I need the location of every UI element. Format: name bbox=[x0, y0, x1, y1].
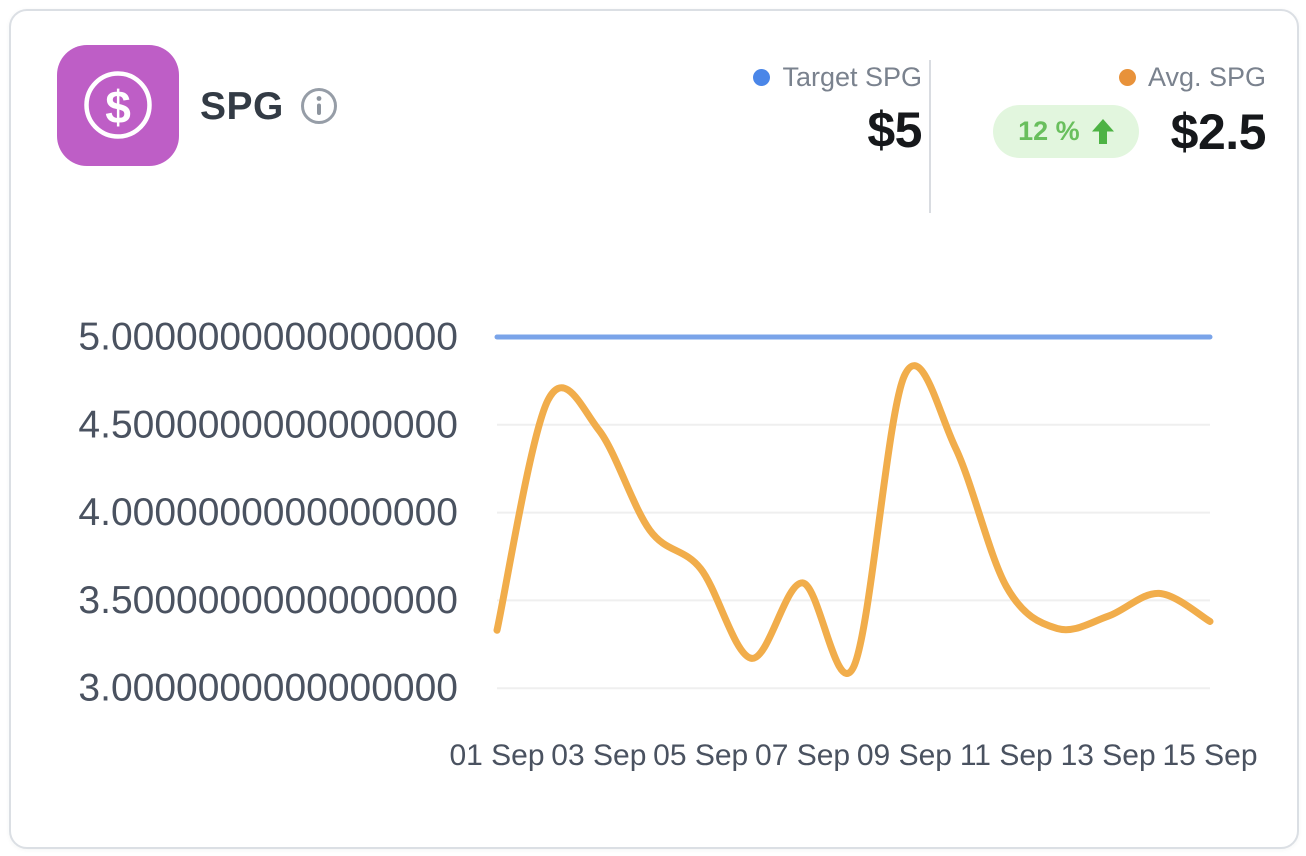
card-title: SPG bbox=[200, 84, 284, 128]
x-axis-label: 09 Sep bbox=[857, 739, 952, 772]
x-axis-label: 13 Sep bbox=[1061, 739, 1156, 772]
avg-spg-legend-label: Avg. SPG bbox=[1147, 62, 1266, 92]
avg-spg-value: $2.5 bbox=[1170, 103, 1267, 160]
target-spg-stat: Target SPG $5 bbox=[753, 64, 922, 155]
y-axis-label: 4.0000000000000000 bbox=[78, 491, 458, 534]
y-axis-label: 3.0000000000000000 bbox=[78, 667, 458, 710]
target-spg-value: $5 bbox=[867, 102, 922, 158]
change-badge: 12 % bbox=[993, 105, 1139, 158]
svg-text:$: $ bbox=[105, 81, 131, 133]
y-axis-label: 4.5000000000000000 bbox=[78, 403, 458, 446]
avg-spg-stat: Avg. SPG 12 % $2.5 bbox=[993, 62, 1267, 160]
stats-divider bbox=[929, 60, 931, 213]
x-axis-label: 07 Sep bbox=[755, 739, 850, 772]
avg-spg-line bbox=[493, 362, 1214, 677]
target-spg-legend-dot bbox=[753, 69, 771, 86]
spg-metric-icon: $ bbox=[57, 45, 179, 166]
x-axis-label: 01 Sep bbox=[449, 739, 544, 772]
target-spg-legend-label: Target SPG bbox=[782, 62, 922, 92]
x-axis-label: 05 Sep bbox=[653, 739, 748, 772]
x-axis-label: 03 Sep bbox=[551, 739, 646, 772]
avg-spg-legend-dot bbox=[1118, 69, 1136, 86]
x-axis-label: 11 Sep bbox=[960, 739, 1053, 772]
up-arrow-icon bbox=[1091, 119, 1114, 144]
y-axis-label: 5.0000000000000000 bbox=[78, 316, 458, 359]
info-icon[interactable] bbox=[300, 87, 338, 125]
x-axis-label: 15 Sep bbox=[1162, 739, 1257, 772]
y-axis-label: 3.5000000000000000 bbox=[78, 579, 458, 622]
change-badge-text: 12 % bbox=[1018, 116, 1080, 146]
dollar-circle-icon: $ bbox=[84, 71, 152, 139]
